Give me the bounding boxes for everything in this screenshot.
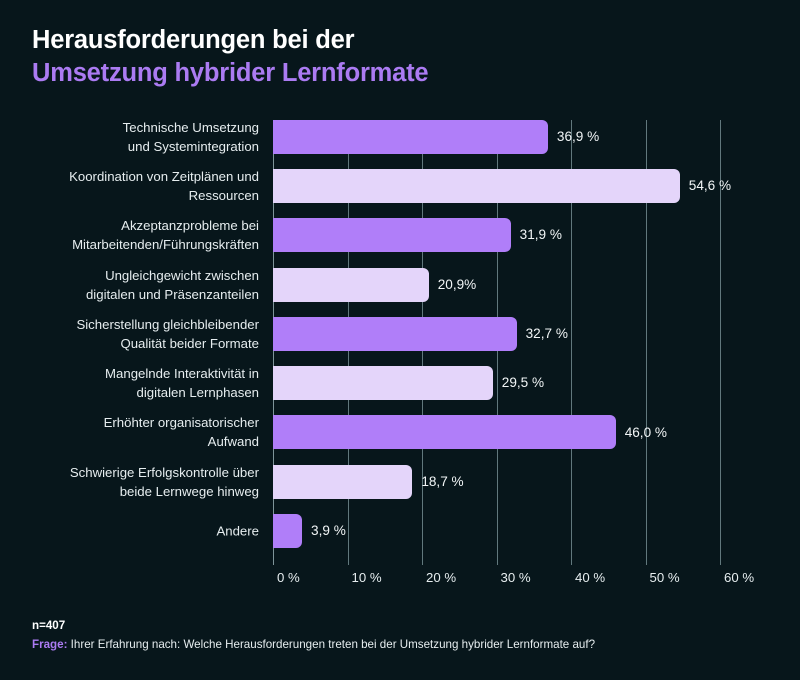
title-line-1: Herausforderungen bei der — [32, 26, 355, 54]
bar-group: 3,9 % — [273, 514, 346, 549]
chart-row: Sicherstellung gleichbleibender Qualität… — [0, 309, 800, 358]
x-tick-10: 10 % — [351, 570, 382, 585]
category-label: Sicherstellung gleichbleibender Qualität… — [76, 316, 259, 351]
category-label: Ungleichgewicht zwischen digitalen und P… — [85, 267, 259, 302]
bar[interactable] — [273, 464, 413, 499]
chart-row: Andere 3,9 % — [0, 506, 800, 555]
bar-value-label: 36,9 % — [556, 128, 600, 144]
bar[interactable] — [273, 267, 429, 302]
bar-group: 18,7 % — [273, 464, 464, 499]
bar-group: 32,7 % — [273, 316, 568, 351]
x-tick-40: 40 % — [575, 570, 606, 585]
question-label: Frage: — [32, 638, 68, 651]
bar[interactable] — [273, 119, 548, 154]
x-tick-50: 50 % — [649, 570, 680, 585]
bar-group: 31,9 % — [273, 218, 562, 253]
bar[interactable] — [273, 514, 303, 549]
chart-row: Erhöhter organisatorischer Aufwand 46,0 % — [0, 408, 800, 457]
x-tick-60: 60 % — [724, 570, 755, 585]
x-tick-30: 30 % — [500, 570, 531, 585]
category-label: Erhöhter organisatorischer Aufwand — [103, 415, 259, 450]
category-label: Koordination von Zeitplänen und Ressourc… — [69, 168, 259, 203]
category-label: Schwierige Erfolgskontrolle über beide L… — [69, 464, 259, 499]
chart-row: Mangelnde Interaktivität in digitalen Le… — [0, 358, 800, 407]
bar-value-label: 32,7 % — [525, 326, 568, 342]
chart-bar-rows: Technische Umsetzung und Systemintegrati… — [0, 112, 800, 556]
category-label: Akzeptanzprobleme bei Mitarbeitenden/Füh… — [72, 218, 259, 253]
bar[interactable] — [273, 316, 517, 351]
bar-value-label: 18,7 % — [421, 473, 464, 489]
bar-group: 54,6 % — [273, 168, 732, 203]
bar-value-label: 54,6 % — [688, 178, 732, 194]
bar-group: 20,9% — [273, 267, 477, 302]
bar-chart: Technische Umsetzung und Systemintegrati… — [0, 112, 800, 585]
bar-value-label: 3,9 % — [311, 523, 346, 539]
chart-row: Akzeptanzprobleme bei Mitarbeitenden/Füh… — [0, 211, 800, 260]
category-label: Technische Umsetzung und Systemintegrati… — [122, 119, 259, 154]
bar-value-label: 31,9 % — [519, 227, 562, 243]
chart-row: Technische Umsetzung und Systemintegrati… — [0, 112, 800, 161]
x-tick-20: 20 % — [426, 570, 457, 585]
bar-value-label: 29,5 % — [501, 375, 545, 391]
category-label: Mangelnde Interaktivität in digitalen Le… — [105, 366, 259, 401]
bar-value-label: 46,0 % — [624, 424, 668, 440]
chart-row: Ungleichgewicht zwischen digitalen und P… — [0, 260, 800, 309]
bar-group: 46,0 % — [273, 415, 668, 450]
x-axis-tick-labels: 0 % 10 % 20 % 30 % 40 % 50 % 60 % — [0, 570, 800, 594]
sample-size: n=407 — [32, 619, 66, 632]
bar[interactable] — [273, 415, 616, 450]
title-line-2: Umsetzung hybrider Lernformate — [32, 59, 429, 87]
bar[interactable] — [273, 366, 493, 401]
page-title: Herausforderungen bei der Umsetzung hybr… — [32, 24, 732, 90]
category-label: Andere — [216, 523, 259, 539]
chart-row: Schwierige Erfolgskontrolle über beide L… — [0, 457, 800, 506]
question-line: Frage: Ihrer Erfahrung nach: Welche Hera… — [32, 636, 772, 654]
chart-footer: n=407 Frage: Ihrer Erfahrung nach: Welch… — [32, 618, 772, 654]
x-tick-0: 0 % — [277, 570, 300, 585]
chart-row: Koordination von Zeitplänen und Ressourc… — [0, 161, 800, 210]
question-text: Ihrer Erfahrung nach: Welche Herausforde… — [70, 638, 596, 651]
bar-group: 29,5 % — [273, 366, 545, 401]
bar-group: 36,9 % — [273, 119, 600, 154]
bar-value-label: 20,9% — [437, 276, 477, 292]
bar[interactable] — [273, 168, 680, 203]
bar[interactable] — [273, 218, 511, 253]
